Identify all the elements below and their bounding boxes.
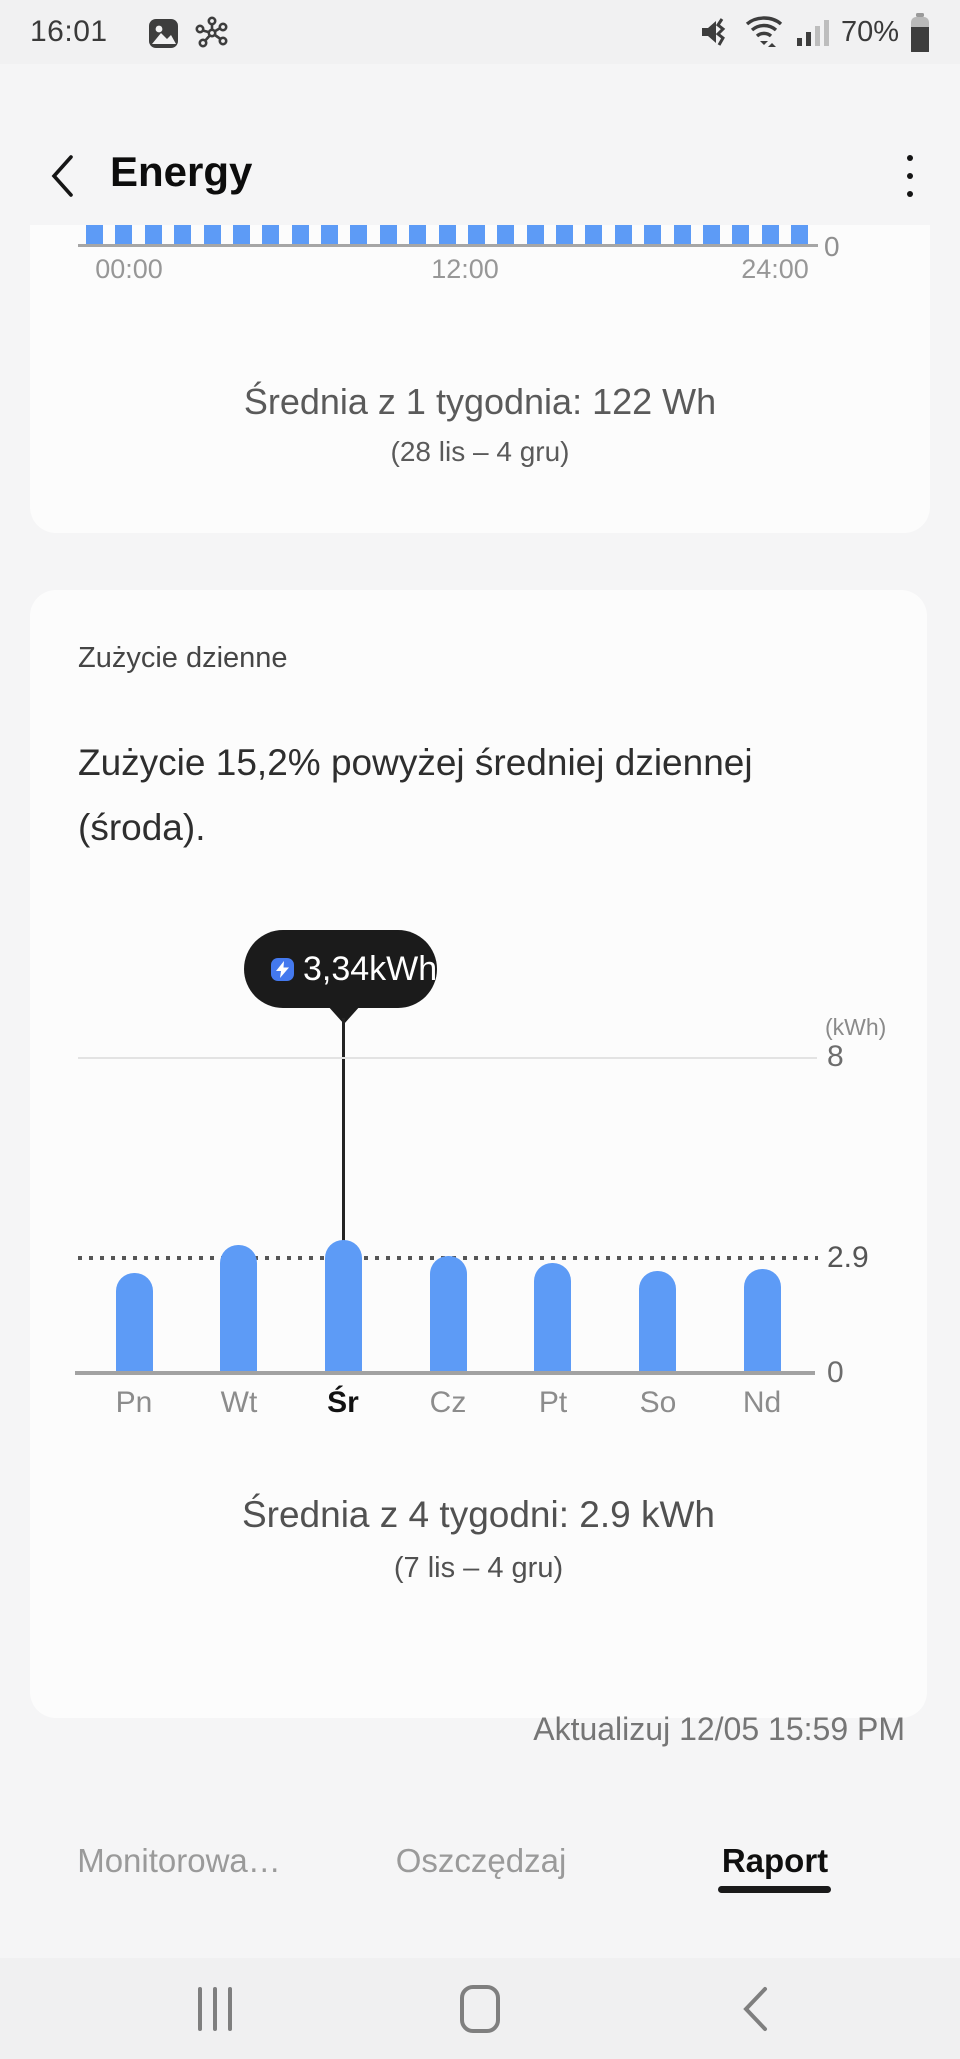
value-tooltip: 3,34kWh — [244, 930, 437, 1008]
signal-strength-icon — [796, 20, 829, 46]
hourly-bar[interactable] — [467, 225, 485, 244]
day-label-Śr: Śr — [327, 1386, 359, 1419]
daily-insight-text: Zużycie 15,2% powyżej średniej dziennej … — [78, 742, 753, 848]
back-chevron-icon — [51, 155, 73, 197]
navigation-back-icon — [743, 1986, 767, 2031]
y-axis-unit-label: (kWh) — [825, 1014, 887, 1040]
tooltip-pointer — [327, 1005, 361, 1024]
status-bar: 16:01 70% — [0, 0, 960, 64]
daily-bar-Śr[interactable] — [325, 1240, 362, 1371]
battery-icon — [911, 13, 929, 52]
daily-axis-baseline — [75, 1371, 815, 1375]
day-label-So: So — [639, 1386, 677, 1419]
monthly-average-text: Średnia z 4 tygodni: 2.9 kWh — [241, 1494, 716, 1535]
day-label-Cz: Cz — [429, 1386, 467, 1419]
wifi-icon — [745, 16, 783, 47]
hourly-x-label-2400: 24:00 — [741, 254, 809, 284]
hourly-bar[interactable] — [291, 225, 309, 244]
hourly-x-label-1200: 12:00 — [431, 254, 499, 284]
hourly-bar[interactable] — [761, 225, 779, 244]
daily-bar-So[interactable] — [639, 1271, 676, 1371]
gallery-notification-icon — [149, 18, 178, 48]
recents-icon — [198, 1986, 232, 2031]
android-navigation-bar — [0, 1958, 960, 2059]
y-tick-zero: 0 — [827, 1356, 844, 1389]
daily-bar-Cz[interactable] — [430, 1256, 467, 1371]
tab-oszczedzaj[interactable]: Oszczędzaj — [395, 1842, 567, 1879]
hourly-bar[interactable] — [673, 225, 691, 244]
recents-button[interactable] — [155, 1958, 275, 2059]
y-tick-8: 8 — [827, 1040, 844, 1073]
hourly-bar[interactable] — [438, 225, 456, 244]
daily-bar-Pn[interactable] — [116, 1273, 153, 1371]
gridline-8 — [78, 1057, 817, 1059]
hourly-usage-card: 0 00:00 12:00 24:00 Średnia z 1 tygodnia… — [30, 225, 930, 533]
y-tick-average: 2.9 — [827, 1241, 869, 1274]
hourly-bar[interactable] — [144, 225, 162, 244]
daily-section-title: Zużycie dzienne — [78, 642, 288, 674]
day-label-Pt: Pt — [538, 1386, 568, 1419]
navigation-back-button[interactable] — [695, 1958, 815, 2059]
hourly-bar[interactable] — [702, 225, 720, 244]
hourly-bar[interactable] — [791, 225, 808, 244]
hourly-x-label-0000: 00:00 — [95, 254, 163, 284]
active-tab-underline — [718, 1886, 831, 1893]
hourly-bar[interactable] — [614, 225, 632, 244]
hourly-bar[interactable] — [644, 225, 662, 244]
daily-bar-Pt[interactable] — [534, 1263, 571, 1371]
day-label-Wt: Wt — [220, 1386, 258, 1419]
hourly-bar[interactable] — [86, 225, 103, 244]
hourly-bar[interactable] — [262, 225, 280, 244]
daily-bar-Wt[interactable] — [220, 1245, 257, 1371]
mute-vibrate-icon — [701, 18, 726, 46]
day-label-Nd: Nd — [742, 1386, 782, 1419]
weekly-average-text: Średnia z 1 tygodnia: 122 Wh — [243, 381, 717, 422]
hourly-bar[interactable] — [556, 225, 573, 244]
hourly-bar[interactable] — [174, 225, 192, 244]
battery-percent: 70% — [840, 15, 899, 48]
monthly-range-text: (7 lis – 4 gru) — [393, 1552, 564, 1584]
hourly-bar[interactable] — [526, 225, 544, 244]
daily-usage-card: Zużycie dzienne Zużycie 15,2% powyżej śr… — [30, 590, 927, 1718]
home-icon — [460, 1984, 500, 2033]
smartthings-notification-icon — [195, 16, 228, 48]
hourly-bar[interactable] — [379, 225, 397, 244]
hourly-bar[interactable] — [585, 225, 603, 244]
hourly-bar[interactable] — [203, 225, 221, 244]
hourly-bar[interactable] — [497, 225, 515, 244]
tab-monitorowanie[interactable]: Monitorowa… — [77, 1842, 281, 1879]
tab-raport[interactable]: Raport — [721, 1842, 829, 1879]
tooltip-value: 3,34kWh — [303, 949, 438, 988]
hourly-bar[interactable] — [732, 225, 750, 244]
hourly-y-zero-label: 0 — [824, 231, 840, 262]
status-time: 16:01 — [30, 15, 108, 48]
home-button[interactable] — [420, 1958, 540, 2059]
last-updated-text[interactable]: Aktualizuj 12/05 15:59 PM — [533, 1711, 905, 1747]
day-label-Pn: Pn — [115, 1386, 153, 1419]
hourly-bar[interactable] — [409, 225, 427, 244]
tooltip-indicator-line — [342, 1018, 345, 1242]
page-title: Energy — [110, 148, 253, 195]
more-options-button[interactable] — [890, 150, 930, 202]
hourly-bar[interactable] — [232, 225, 250, 244]
back-button[interactable] — [40, 150, 84, 202]
bottom-tab-bar: Monitorowa… Oszczędzaj Raport — [0, 1820, 960, 1920]
lightning-bolt-icon — [271, 957, 294, 981]
hourly-bar[interactable] — [115, 225, 133, 244]
hourly-bar[interactable] — [350, 225, 368, 244]
weekly-range-text: (28 lis – 4 gru) — [390, 436, 570, 467]
app-header: Energy — [0, 64, 960, 197]
hourly-axis-baseline — [78, 244, 818, 247]
daily-bar-Nd[interactable] — [744, 1269, 781, 1371]
hourly-bar[interactable] — [321, 225, 338, 244]
hourly-bar-chart[interactable] — [86, 225, 808, 245]
